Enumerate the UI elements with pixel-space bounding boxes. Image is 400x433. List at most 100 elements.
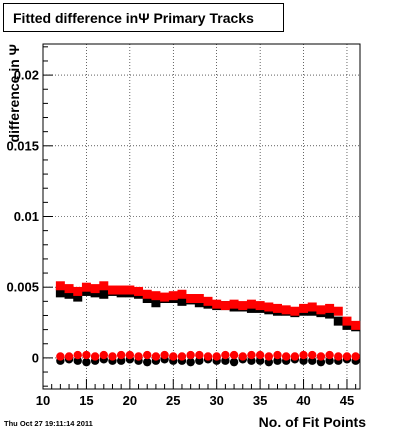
- data-point: [73, 350, 82, 360]
- x-tick-label: 30: [209, 393, 223, 408]
- data-point: [264, 352, 274, 361]
- data-point: [151, 298, 161, 308]
- data-point: [334, 352, 343, 361]
- data-point: [325, 303, 335, 313]
- data-point: [220, 301, 230, 311]
- data-point: [73, 286, 83, 296]
- data-point: [229, 350, 239, 360]
- data-point: [333, 306, 343, 316]
- data-point: [125, 350, 135, 360]
- x-tick-label: 20: [123, 393, 137, 408]
- data-point: [99, 289, 109, 299]
- data-point: [238, 352, 247, 361]
- data-point: [116, 350, 126, 360]
- data-point: [194, 294, 204, 304]
- data-point: [177, 352, 187, 361]
- x-tick-label: 25: [166, 393, 180, 408]
- x-tick-label: 45: [340, 393, 354, 408]
- data-point: [281, 352, 291, 361]
- data-point: [316, 305, 326, 315]
- y-tick-label: 0.01: [14, 209, 39, 224]
- data-point: [56, 352, 65, 361]
- timestamp: Thu Oct 27 19:11:14 2011: [4, 419, 93, 428]
- data-point: [177, 296, 187, 306]
- data-point: [342, 316, 352, 326]
- data-point: [203, 296, 213, 306]
- data-point: [168, 291, 178, 301]
- data-point: [273, 350, 282, 360]
- x-axis-label: No. of Fit Points: [259, 414, 367, 430]
- data-point: [82, 350, 91, 360]
- data-point: [351, 320, 361, 330]
- data-point: [203, 352, 213, 361]
- data-point: [195, 350, 204, 360]
- data-point: [108, 352, 117, 361]
- data-point: [99, 350, 108, 360]
- y-tick-label: 0.015: [6, 138, 39, 153]
- x-tick-label: 15: [79, 393, 93, 408]
- data-point: [186, 357, 195, 367]
- data-point: [299, 303, 309, 313]
- data-point: [82, 357, 91, 367]
- data-point: [90, 352, 100, 361]
- chart-title: Fitted difference inΨ Primary Tracks: [3, 3, 284, 32]
- data-point: [142, 289, 152, 299]
- data-point: [212, 352, 221, 361]
- data-point: [342, 352, 352, 361]
- x-tick-label: 40: [296, 393, 310, 408]
- data-point: [55, 281, 65, 291]
- data-point: [64, 289, 74, 299]
- data-point: [221, 350, 230, 360]
- x-tick-label: 10: [36, 393, 50, 408]
- data-point: [316, 352, 326, 361]
- data-point: [272, 303, 282, 313]
- data-point: [125, 285, 135, 295]
- data-point: [151, 352, 161, 361]
- data-point: [134, 352, 143, 361]
- data-point: [186, 350, 195, 360]
- data-point: [264, 302, 274, 312]
- x-tick-label: 35: [253, 393, 267, 408]
- data-point: [290, 352, 300, 361]
- data-point: [238, 301, 248, 311]
- data-point: [64, 284, 74, 294]
- data-point: [143, 357, 152, 367]
- data-point: [81, 282, 91, 292]
- data-point: [333, 316, 343, 326]
- data-point: [107, 285, 117, 295]
- data-markers: [55, 281, 361, 367]
- data-point: [299, 350, 308, 360]
- plot-frame: [42, 43, 361, 390]
- chart-title-text: Fitted difference inΨ Primary Tracks: [13, 9, 254, 26]
- y-axis-label: difference in Ψ: [6, 44, 22, 142]
- data-point: [99, 281, 109, 291]
- data-point: [281, 305, 291, 315]
- data-point: [307, 302, 317, 312]
- data-point: [177, 289, 187, 299]
- data-point: [143, 350, 152, 360]
- data-point: [247, 350, 256, 360]
- data-point: [351, 352, 360, 361]
- data-point: [160, 350, 169, 360]
- data-point: [169, 352, 178, 361]
- data-point: [212, 299, 222, 309]
- data-point: [325, 309, 335, 319]
- data-point: [90, 284, 100, 294]
- data-point: [325, 350, 334, 360]
- data-point: [116, 285, 126, 295]
- data-point: [308, 350, 317, 360]
- y-tick-label: 0.02: [14, 68, 39, 83]
- data-point: [255, 301, 265, 311]
- data-point: [186, 294, 196, 304]
- data-point: [229, 299, 239, 309]
- grid: [42, 44, 360, 389]
- data-point: [64, 352, 74, 361]
- data-point: [134, 286, 144, 296]
- data-point: [160, 292, 170, 302]
- data-point: [151, 291, 161, 301]
- data-point: [290, 306, 300, 316]
- data-point: [73, 292, 83, 302]
- data-point: [229, 357, 239, 367]
- data-point: [246, 299, 256, 309]
- data-point: [255, 350, 265, 360]
